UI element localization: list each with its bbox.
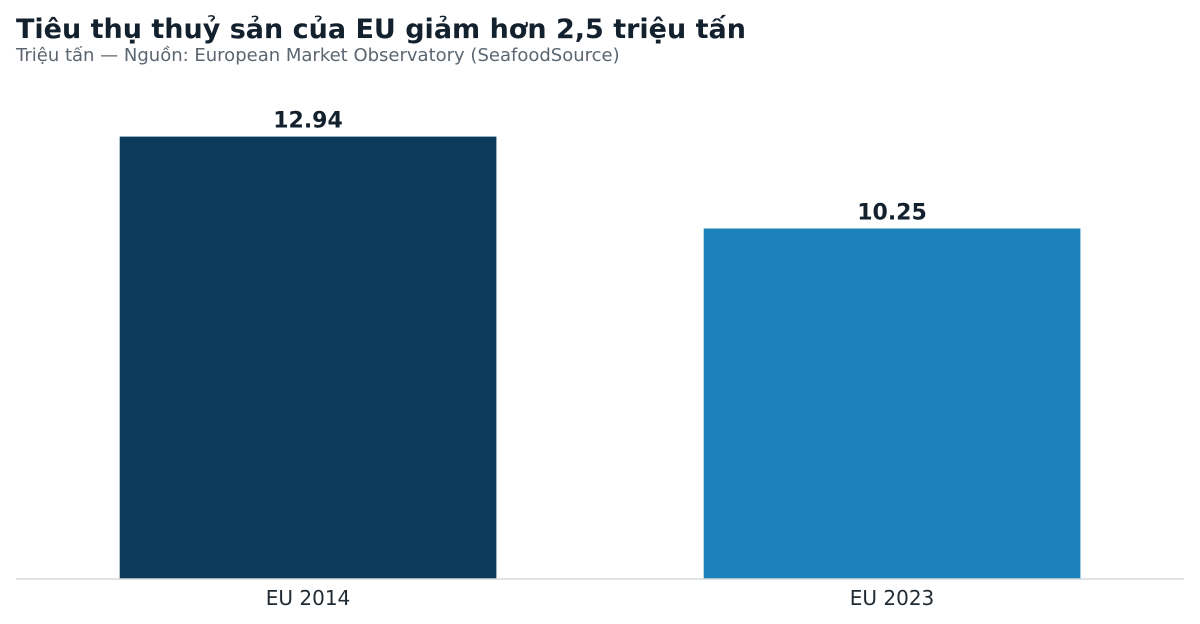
x-tick-label: EU 2023 — [850, 586, 935, 610]
labels-layer: 12.94 EU 2014 10.25 EU 2023 — [266, 109, 935, 610]
chart-subtitle: Triệu tấn — Nguồn: European Market Obser… — [16, 45, 620, 66]
value-label: 10.25 — [857, 201, 927, 226]
bar-eu-2023 — [703, 228, 1081, 579]
x-tick-label: EU 2014 — [266, 586, 351, 610]
bar-eu-2014 — [119, 136, 497, 579]
bars-layer — [119, 136, 1081, 579]
chart-title: Tiêu thụ thuỷ sản của EU giảm hơn 2,5 tr… — [16, 14, 746, 45]
value-label: 12.94 — [273, 109, 343, 134]
